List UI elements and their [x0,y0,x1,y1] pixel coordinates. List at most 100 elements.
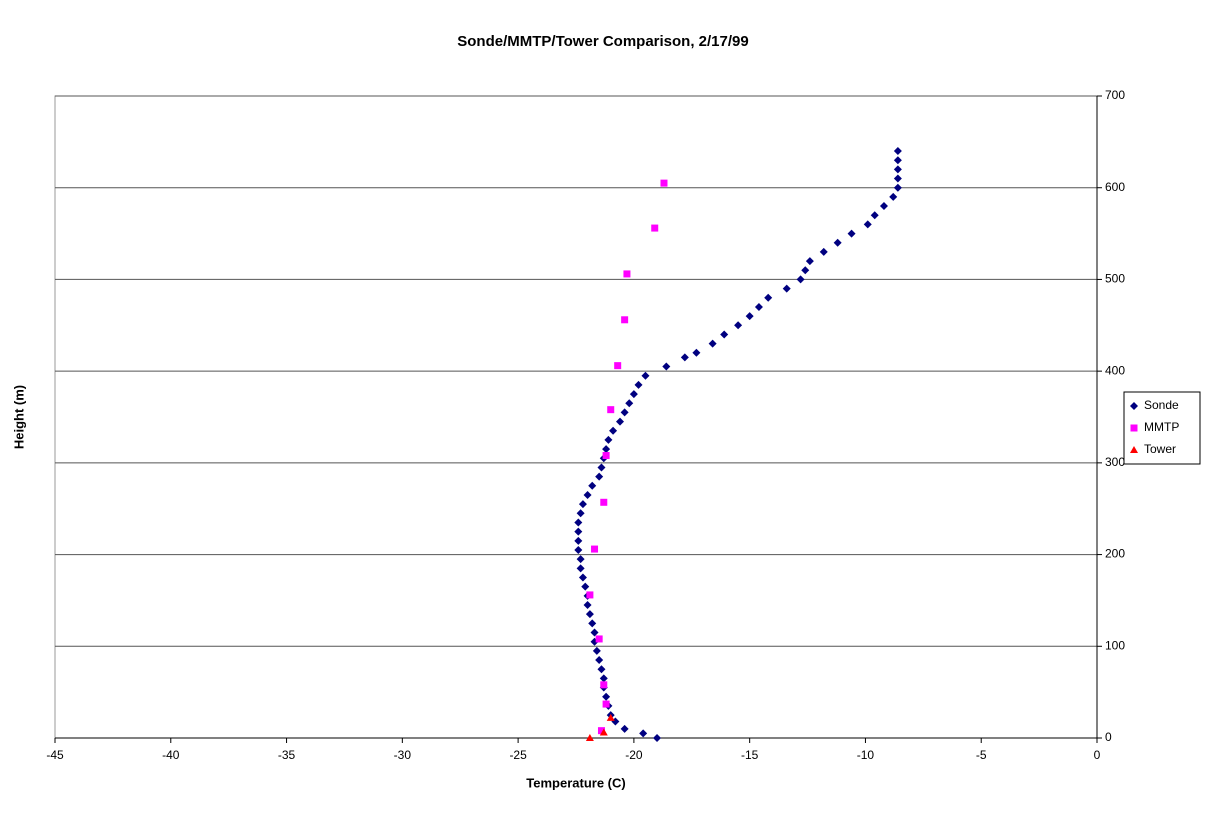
point [595,656,604,665]
point [595,635,603,643]
point [620,408,629,417]
x-tick-label: -45 [46,748,64,762]
y-tick-label: 100 [1105,638,1125,652]
point [576,509,585,518]
y-tick-label: 400 [1105,363,1125,377]
x-tick-label: -40 [162,748,180,762]
point [599,674,608,683]
x-tick-label: -20 [625,748,643,762]
legend-label: Tower [1144,442,1176,456]
point [692,348,701,357]
point [574,545,583,554]
point [764,293,773,302]
point [591,545,599,553]
point [588,481,597,490]
y-tick-label: 700 [1105,88,1125,102]
y-tick-label: 0 [1105,730,1112,744]
point [597,665,606,674]
point [576,564,585,573]
point [597,463,606,472]
point [585,610,594,619]
point [651,224,659,232]
point [805,257,814,266]
y-axis-label: Height (m) [11,385,26,449]
point [819,247,828,256]
point [801,266,810,275]
point [614,362,622,370]
point [602,445,611,454]
point [602,700,610,708]
point [597,727,605,735]
point [893,174,902,183]
chart-title: Sonde/MMTP/Tower Comparison, 2/17/99 [457,33,748,50]
point [574,527,583,536]
point [720,330,729,339]
point [662,362,671,371]
point [889,192,898,201]
point [634,380,643,389]
point [893,183,902,192]
point [606,713,615,721]
point [623,270,631,278]
point [578,573,587,582]
legend-marker [1130,402,1138,410]
point [680,353,689,362]
plot-area [54,95,1098,739]
legend-marker [1130,424,1138,432]
point [581,582,590,591]
point [578,500,587,509]
point [600,681,608,689]
point [641,371,650,380]
point [615,417,624,426]
point [629,390,638,399]
point [754,302,763,311]
y-tick-label: 600 [1105,180,1125,194]
point [639,729,648,738]
point [879,202,888,211]
x-axis-label: Temperature (C) [526,775,625,790]
point [796,275,805,284]
x-tick-label: -25 [509,748,527,762]
x-tick-label: -5 [976,748,987,762]
point [600,498,608,506]
y-tick-label: 300 [1105,455,1125,469]
point [602,692,611,701]
point [870,211,879,220]
legend-label: MMTP [1144,420,1179,434]
point [574,536,583,545]
point [602,452,610,460]
point [653,734,662,742]
point [588,619,597,628]
point [893,165,902,174]
point [620,724,629,733]
x-tick-label: -30 [394,748,412,762]
point [574,518,583,527]
point [893,156,902,165]
point [607,406,615,414]
point [847,229,856,238]
point [863,220,872,229]
point [592,646,601,655]
point [745,312,754,321]
point [583,490,592,499]
legend-label: Sonde [1144,398,1179,412]
point [586,591,594,599]
x-tick-label: -35 [278,748,296,762]
x-tick-label: -15 [741,748,759,762]
point [782,284,791,293]
point [599,728,608,736]
point [621,316,629,324]
y-tick-label: 200 [1105,547,1125,561]
point [625,399,634,408]
point [734,321,743,330]
x-tick-label: -10 [857,748,875,762]
point [590,628,599,637]
point [595,472,604,481]
point [660,179,668,187]
point [708,339,717,348]
legend-marker [1130,446,1138,453]
point [583,601,592,610]
point [609,426,618,435]
point [585,734,594,741]
